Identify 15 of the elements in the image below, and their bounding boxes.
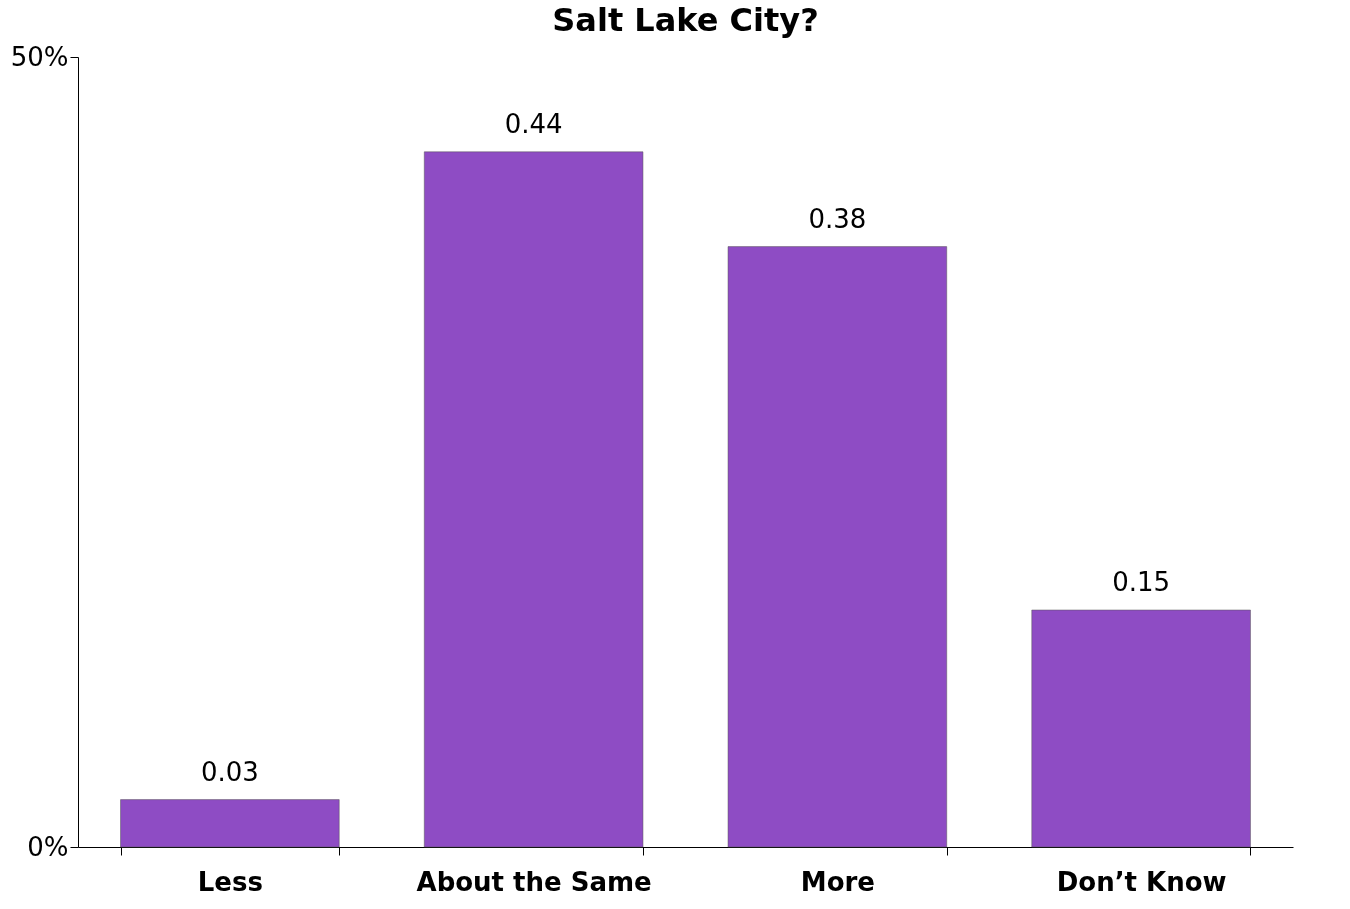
x-tick-label: Don’t Know [1056, 866, 1227, 897]
x-tick-label: Less [197, 866, 263, 897]
y-tick-label: 50% [10, 41, 69, 72]
bar [120, 799, 340, 848]
x-tick-label: About the Same [416, 866, 652, 897]
bar [727, 246, 947, 848]
y-tick-label: 0% [27, 831, 69, 862]
data-label: 0.03 [200, 756, 259, 787]
bar [424, 151, 644, 848]
x-tick-label: More [800, 866, 875, 897]
data-label: 0.44 [504, 108, 563, 139]
bar [1031, 609, 1251, 848]
data-label: 0.15 [1112, 567, 1171, 597]
data-label: 0.38 [808, 203, 867, 234]
chart-title: Salt Lake City? [552, 1, 819, 39]
